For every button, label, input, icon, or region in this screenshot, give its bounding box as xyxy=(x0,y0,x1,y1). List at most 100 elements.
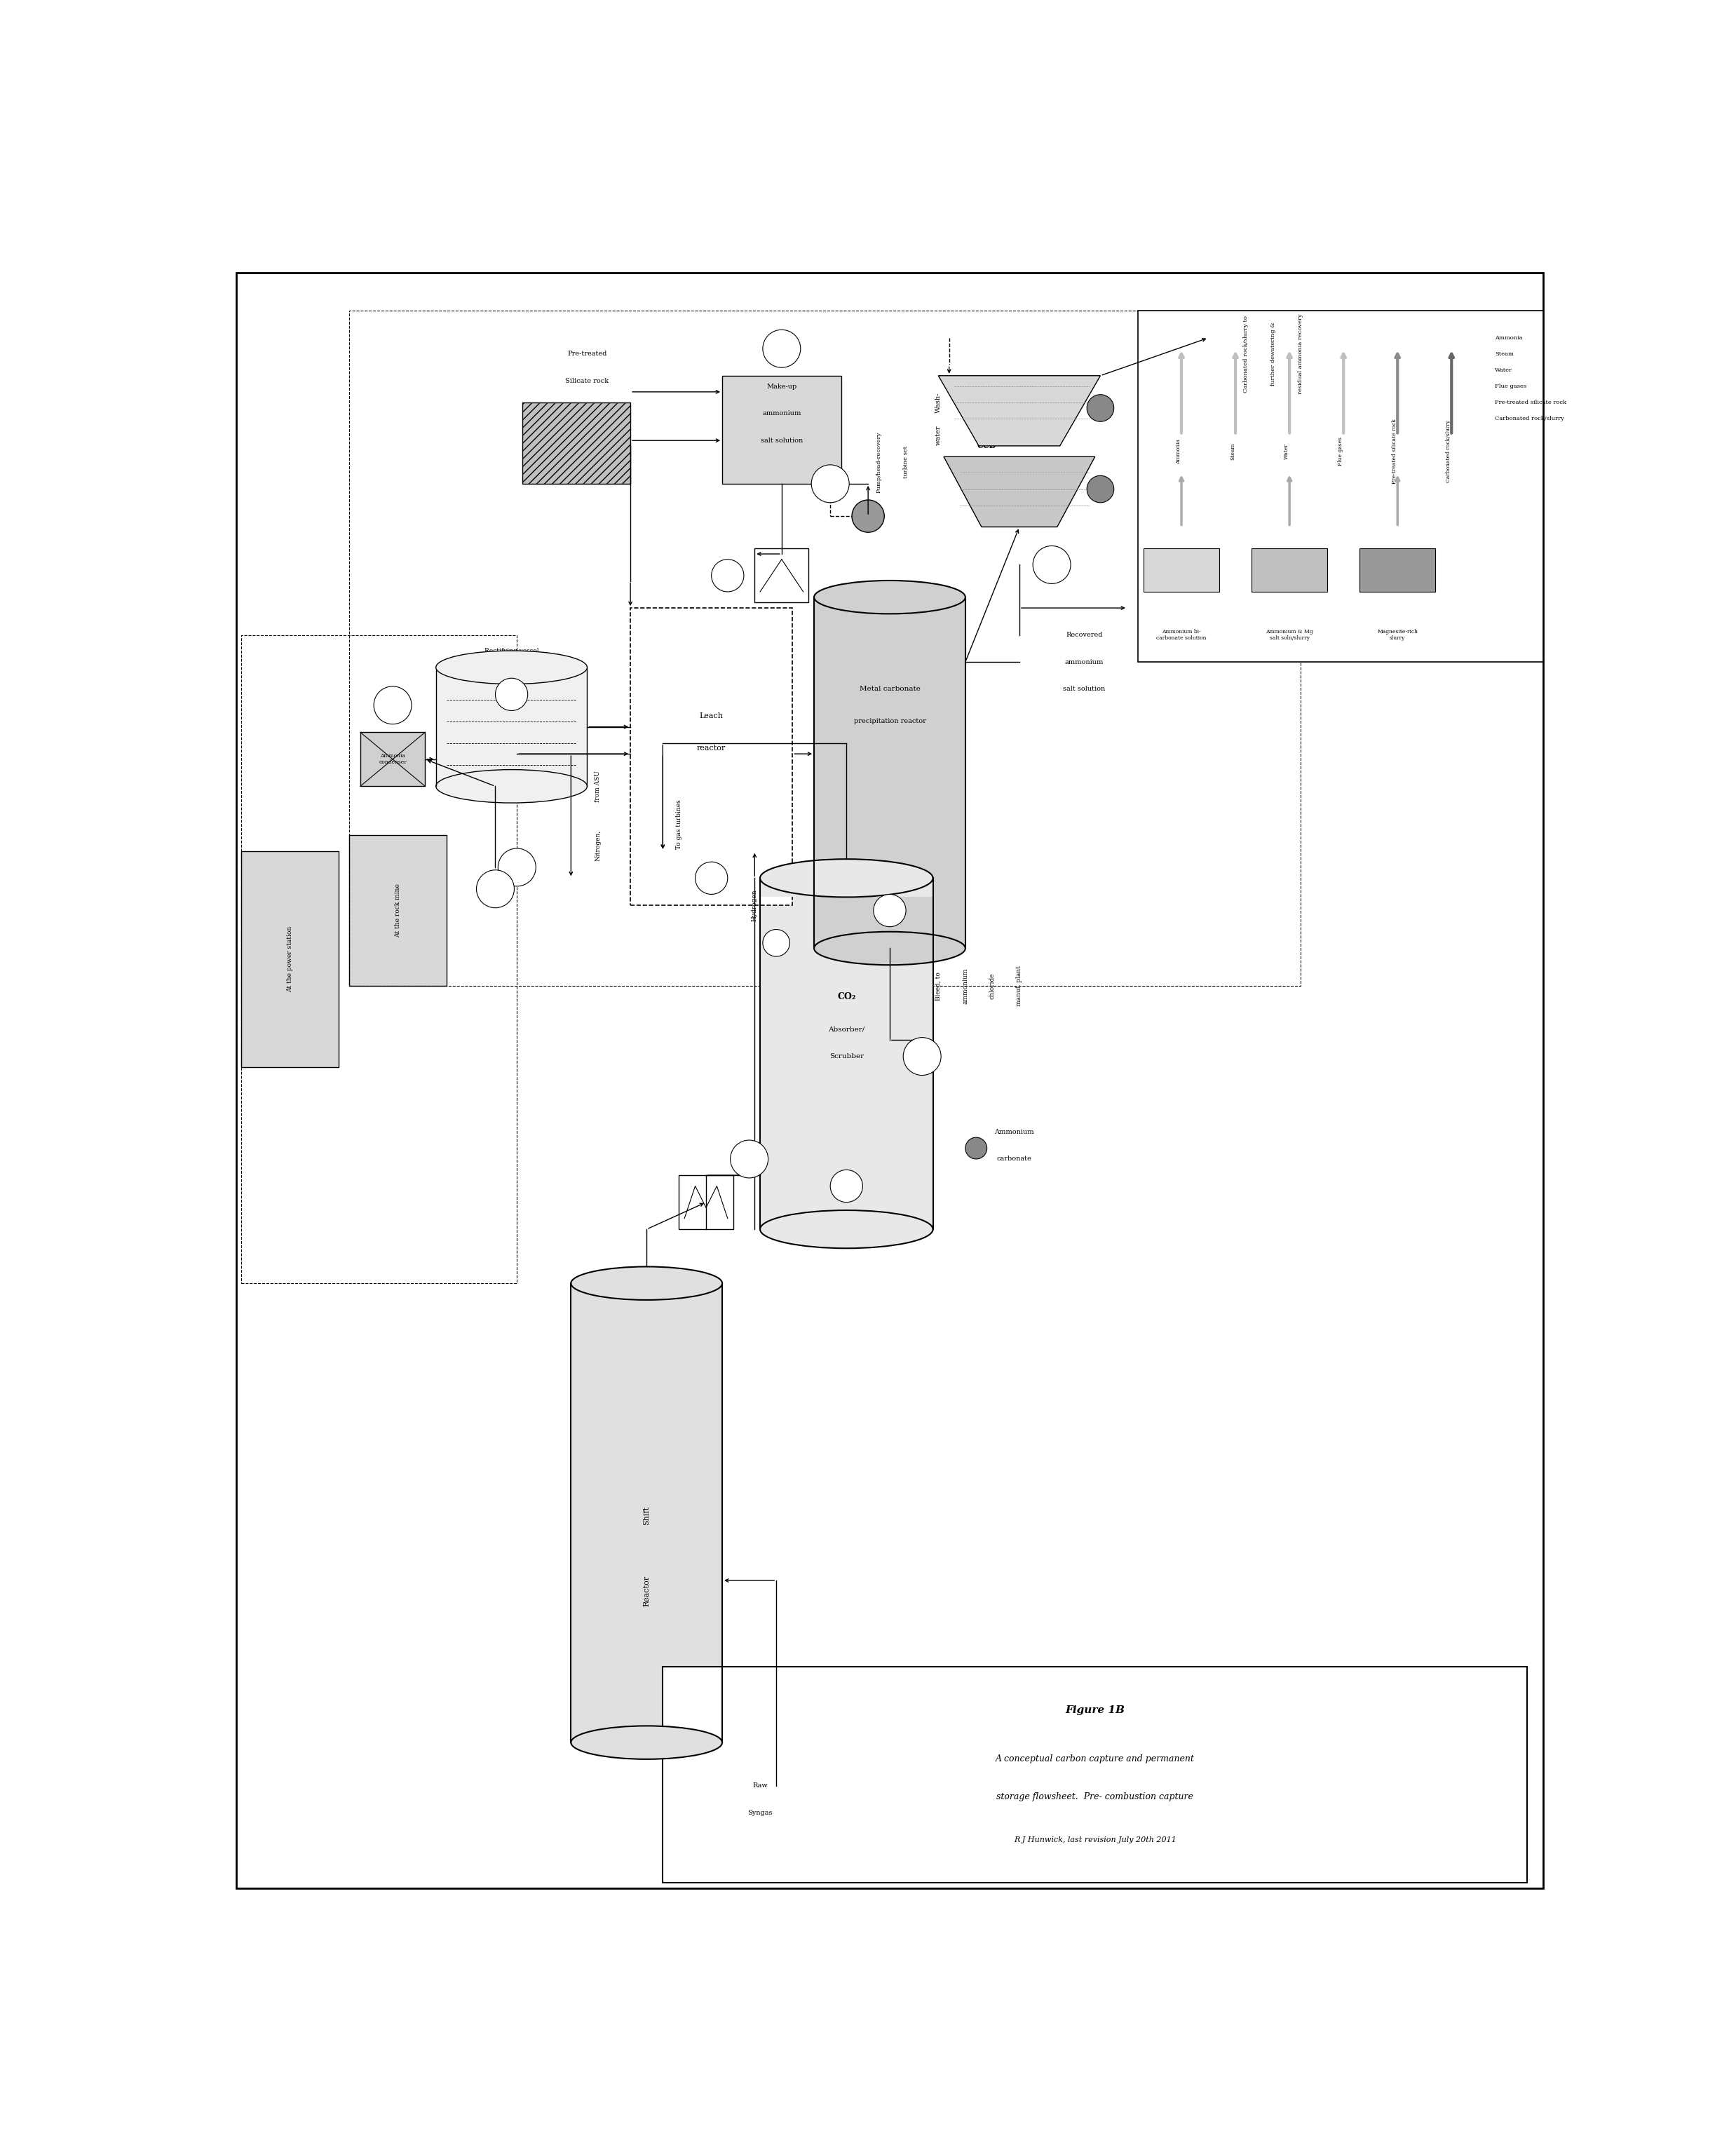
Ellipse shape xyxy=(571,1725,722,1759)
Bar xyxy=(814,597,965,948)
Bar xyxy=(663,1667,1528,1883)
Text: ammonium: ammonium xyxy=(962,967,969,1004)
Text: turbine set: turbine set xyxy=(903,445,908,477)
Text: 38: 38 xyxy=(512,865,521,871)
Circle shape xyxy=(830,1171,863,1203)
Bar xyxy=(523,402,630,484)
Text: Thickeners: Thickeners xyxy=(967,496,1007,503)
Circle shape xyxy=(498,847,536,886)
Text: CCD: CCD xyxy=(977,443,996,449)
Text: Carbonated rock/slurry: Carbonated rock/slurry xyxy=(1495,415,1564,422)
Text: from ASU: from ASU xyxy=(595,770,601,802)
Text: residual ammonia recovery: residual ammonia recovery xyxy=(1297,315,1304,394)
Text: Ammonium & Mg
salt soln/slurry: Ammonium & Mg salt soln/slurry xyxy=(1266,629,1312,642)
Circle shape xyxy=(476,871,514,907)
Text: carbonate: carbonate xyxy=(996,1156,1031,1162)
Text: Pre-treated silicate rock: Pre-treated silicate rock xyxy=(1392,419,1397,484)
Text: Syngas: Syngas xyxy=(748,1810,773,1817)
Text: 51: 51 xyxy=(918,1053,927,1059)
Bar xyxy=(679,1175,733,1228)
Circle shape xyxy=(495,678,528,710)
Text: Shift: Shift xyxy=(642,1507,649,1526)
Text: 20: 20 xyxy=(707,875,715,882)
Text: Ammonium bi-
carbonate solution: Ammonium bi- carbonate solution xyxy=(1156,629,1207,642)
Text: 32: 32 xyxy=(509,691,516,698)
Bar xyxy=(241,852,339,1068)
Text: Absorber/: Absorber/ xyxy=(828,1027,865,1031)
Text: Ammonium: Ammonium xyxy=(995,1130,1035,1134)
Text: 21: 21 xyxy=(724,571,733,578)
Text: Flue gases: Flue gases xyxy=(1338,437,1344,467)
Ellipse shape xyxy=(814,580,965,614)
Text: Make-up: Make-up xyxy=(767,383,797,389)
Text: Metal carbonate: Metal carbonate xyxy=(859,685,920,691)
Ellipse shape xyxy=(760,1211,932,1248)
Text: Ammonia
condenser: Ammonia condenser xyxy=(378,753,406,766)
Text: salt solution: salt solution xyxy=(1062,685,1106,691)
Text: reactor: reactor xyxy=(696,745,726,751)
Text: Reactor: Reactor xyxy=(642,1575,649,1607)
Polygon shape xyxy=(944,456,1095,526)
Text: 30: 30 xyxy=(842,1183,851,1190)
Text: Rectifying vessel: Rectifying vessel xyxy=(484,648,538,655)
Text: Pump/head-recovery: Pump/head-recovery xyxy=(877,432,882,492)
Text: manuf. plant: manuf. plant xyxy=(1016,965,1023,1006)
Bar xyxy=(630,608,792,905)
Text: Silicate rock: Silicate rock xyxy=(566,379,609,385)
Circle shape xyxy=(762,330,800,368)
Text: 37: 37 xyxy=(491,886,500,892)
Text: 34: 34 xyxy=(745,1156,753,1162)
Circle shape xyxy=(1033,546,1071,584)
Bar xyxy=(349,835,446,987)
Bar xyxy=(436,666,587,685)
Text: CO₂: CO₂ xyxy=(837,993,856,1002)
Text: To gas turbines: To gas turbines xyxy=(675,798,682,850)
Text: A conceptual carbon capture and permanent: A conceptual carbon capture and permanen… xyxy=(995,1755,1194,1763)
Ellipse shape xyxy=(436,770,587,802)
Circle shape xyxy=(1087,394,1115,422)
Bar xyxy=(814,595,965,614)
Text: Ammonia: Ammonia xyxy=(1175,439,1182,464)
Bar xyxy=(436,668,587,785)
Polygon shape xyxy=(939,377,1101,445)
Ellipse shape xyxy=(571,1267,722,1299)
Circle shape xyxy=(903,1038,941,1074)
Bar xyxy=(571,1280,722,1299)
Circle shape xyxy=(965,1138,988,1160)
Text: ammonium: ammonium xyxy=(1064,659,1104,666)
Text: R J Hunwick, last revision July 20th 2011: R J Hunwick, last revision July 20th 201… xyxy=(1014,1836,1177,1843)
Circle shape xyxy=(852,501,884,533)
Text: water: water xyxy=(936,426,941,445)
Bar xyxy=(1139,310,1543,661)
Circle shape xyxy=(731,1141,767,1177)
Text: salt solution: salt solution xyxy=(760,437,802,443)
Text: storage flowsheet.  Pre- combustion capture: storage flowsheet. Pre- combustion captu… xyxy=(996,1791,1193,1802)
Bar xyxy=(571,1284,722,1742)
Text: Water: Water xyxy=(1285,443,1290,460)
Ellipse shape xyxy=(814,931,965,965)
Circle shape xyxy=(873,895,906,927)
Text: ammonium: ammonium xyxy=(762,411,800,417)
Text: Wash-: Wash- xyxy=(936,392,941,413)
Text: Hydrogen: Hydrogen xyxy=(752,888,759,920)
Text: At the rock mine: At the rock mine xyxy=(396,884,401,937)
Circle shape xyxy=(811,464,849,503)
Text: 26: 26 xyxy=(885,907,894,914)
Text: Steam: Steam xyxy=(1229,443,1236,460)
Text: Recovered: Recovered xyxy=(1066,631,1102,638)
Circle shape xyxy=(712,559,743,593)
Text: 22: 22 xyxy=(778,345,786,351)
Text: Pre-treated silicate rock: Pre-treated silicate rock xyxy=(1495,400,1566,404)
Text: At the power station: At the power station xyxy=(286,927,293,993)
Circle shape xyxy=(373,687,411,723)
Text: Carbonated rock/slurry to: Carbonated rock/slurry to xyxy=(1243,315,1250,392)
Text: Pre-treated: Pre-treated xyxy=(568,351,608,357)
Circle shape xyxy=(762,929,790,957)
Text: Bleed, to: Bleed, to xyxy=(936,972,941,1002)
Text: Carbonated rock/slurry: Carbonated rock/slurry xyxy=(1446,419,1451,482)
Text: (ammonia gas recovery): (ammonia gas recovery) xyxy=(479,670,543,676)
Text: Water: Water xyxy=(1495,368,1512,372)
Bar xyxy=(361,732,425,785)
Text: Ammonia: Ammonia xyxy=(1495,336,1522,340)
Text: precipitation reactor: precipitation reactor xyxy=(854,719,925,725)
